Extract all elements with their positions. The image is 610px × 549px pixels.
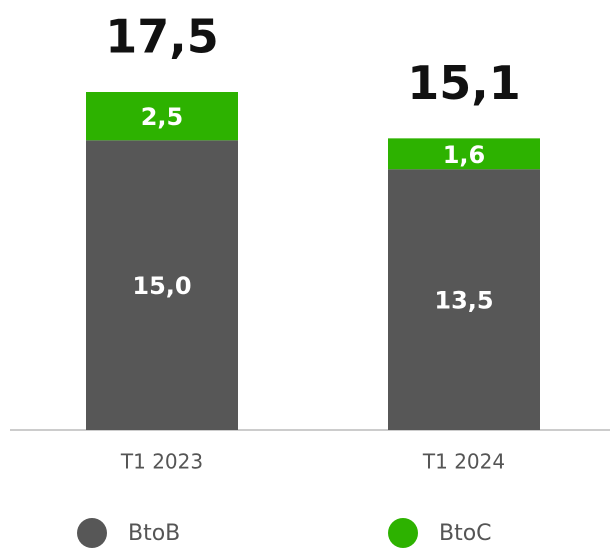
legend-label: BtoC [439,521,492,546]
legend-swatch [388,518,418,548]
legend-label: BtoB [128,521,180,546]
x-tick-label: T1 2023 [120,450,203,474]
bar-segment [388,169,540,430]
total-label: 15,1 [407,56,521,110]
segment-label: 15,0 [132,272,191,300]
segment-label: 13,5 [434,287,493,315]
segment-label: 1,6 [443,141,486,169]
x-tick-label: T1 2024 [422,450,505,474]
legend-swatch [77,518,107,548]
bar-segment [86,140,238,431]
segment-label: 2,5 [141,103,184,131]
total-label: 17,5 [105,10,219,64]
bar-segment [388,138,540,170]
bar-segment [86,92,238,141]
